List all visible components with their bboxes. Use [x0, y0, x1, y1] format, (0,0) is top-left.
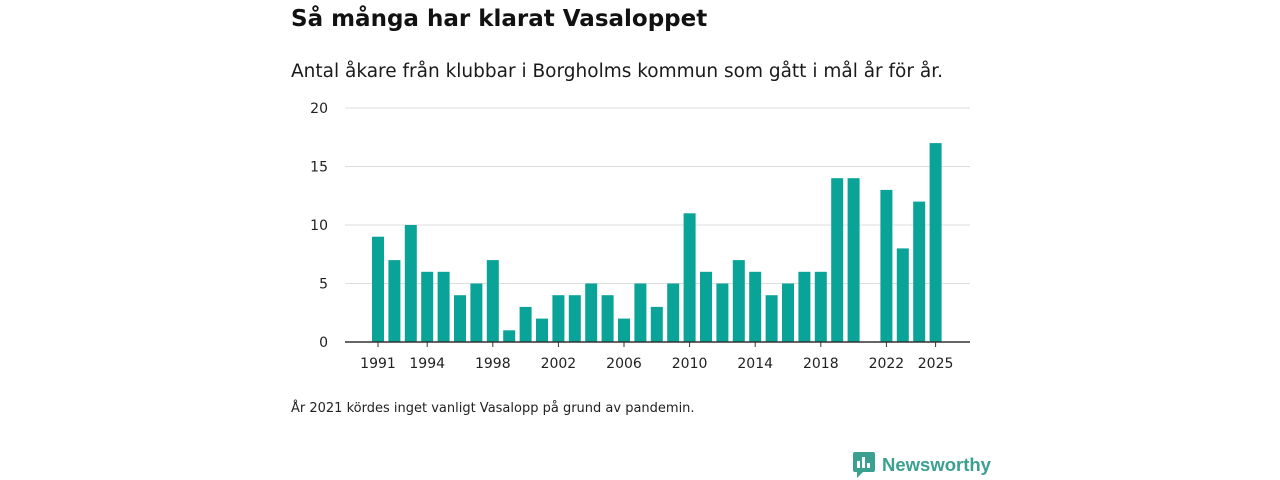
chart-title: Så många har klarat Vasaloppet [291, 6, 708, 32]
y-tick-label: 20 [310, 101, 328, 117]
bar-2000 [519, 306, 532, 342]
y-tick-label: 15 [310, 160, 328, 176]
bar-2007 [634, 283, 647, 342]
footnote: År 2021 kördes inget vanligt Vasalopp på… [291, 401, 695, 416]
bar-1999 [503, 330, 516, 342]
x-tick-label: 1994 [409, 356, 445, 372]
bar-2012 [716, 283, 729, 342]
bar-2002 [552, 295, 565, 342]
x-tick-label: 1991 [360, 356, 396, 372]
bar-2010 [683, 213, 696, 342]
x-tick-label: 2010 [672, 356, 708, 372]
x-tick-label: 2014 [737, 356, 773, 372]
x-tick-label: 1998 [475, 356, 511, 372]
bar-2022 [880, 189, 893, 342]
bar-2023 [896, 248, 909, 342]
bar-2003 [568, 295, 581, 342]
x-tick-label: 2002 [541, 356, 577, 372]
bar-1998 [486, 260, 499, 342]
bar-2016 [782, 283, 794, 342]
bar-2019 [831, 178, 844, 342]
chart-subtitle: Antal åkare från klubbar i Borgholms kom… [291, 61, 943, 82]
grid-lines [345, 107, 970, 284]
bar-1996 [454, 295, 466, 342]
bar-1991 [372, 236, 384, 342]
y-tick-label: 5 [319, 277, 328, 293]
bar-2018 [814, 271, 827, 342]
brand-name: Newsworthy [882, 454, 991, 475]
bar-1992 [388, 260, 401, 342]
y-axis: 0 5 10 15 20 [310, 101, 328, 351]
bar-2006 [618, 318, 630, 342]
bar-1997 [470, 283, 483, 342]
x-tick-label: 2006 [606, 356, 642, 372]
bar-2025 [929, 143, 942, 342]
x-tick-label: 2025 [918, 356, 954, 372]
bars [372, 143, 942, 342]
bar-1994 [421, 271, 434, 342]
bar-2011 [700, 271, 712, 342]
brand-logo: Newsworthy [853, 452, 991, 478]
bar-1993 [404, 225, 417, 342]
bar-2004 [585, 283, 598, 342]
bar-2001 [536, 318, 548, 342]
y-tick-label: 0 [319, 335, 328, 351]
bar-chart: 1991 1994 1998 2002 2006 2010 2014 2018 2022 2025… [310, 101, 970, 372]
bar-2015 [765, 295, 778, 342]
bar-2005 [601, 295, 614, 342]
newsworthy-logo-icon [853, 452, 875, 478]
bar-2013 [732, 260, 745, 342]
bar-2024 [913, 201, 926, 342]
bar-2017 [798, 271, 811, 342]
bar-2008 [650, 306, 663, 342]
x-tick-label: 2018 [803, 356, 839, 372]
bar-2014 [749, 271, 762, 342]
x-tick-label: 2022 [869, 356, 905, 372]
bar-2009 [667, 283, 680, 342]
y-tick-label: 10 [310, 218, 328, 234]
bar-2020 [847, 178, 860, 342]
x-axis: 1991 1994 1998 2002 2006 2010 2014 2018 2022 2025 [345, 341, 970, 372]
bar-1995 [437, 271, 450, 342]
